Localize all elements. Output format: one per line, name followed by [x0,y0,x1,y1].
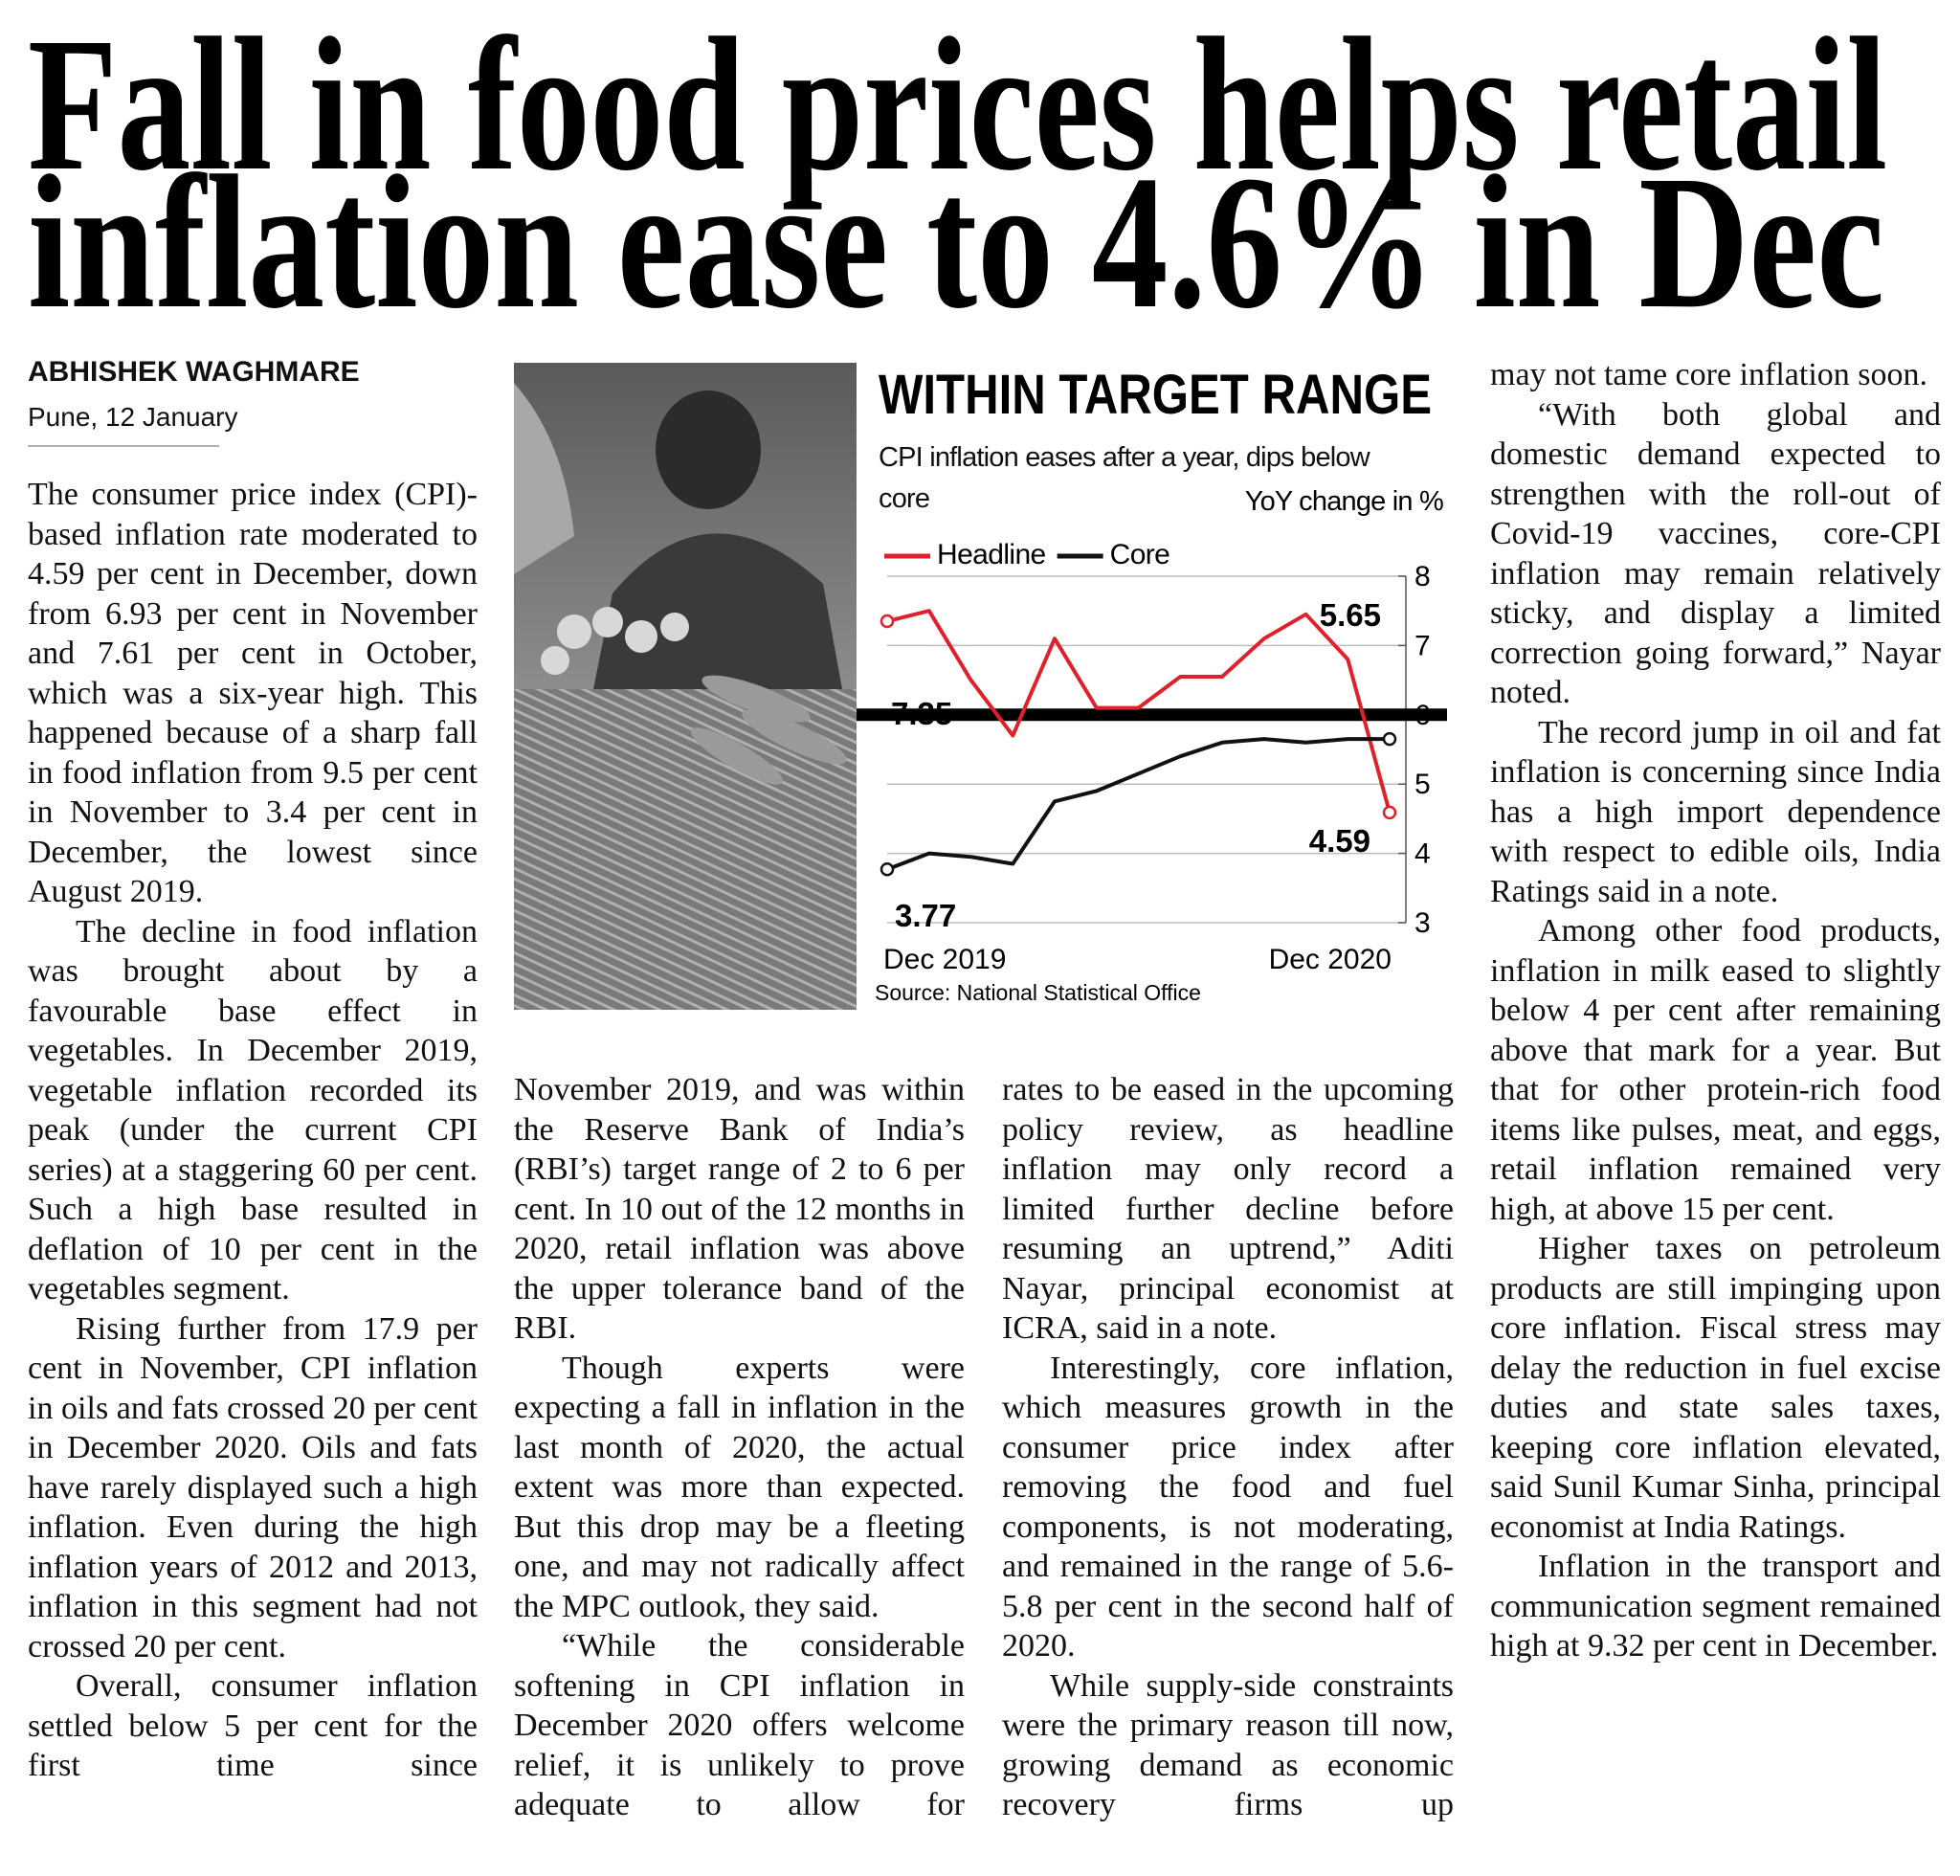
article-column: November 2019, and was within the Reserv… [514,1070,965,1870]
article-column: may not tame core inflation soon. “With b… [1490,355,1941,1870]
paragraph: While supply-side constraints were the p… [1002,1667,1454,1823]
end-marker [880,862,895,877]
headline-line: inflation ease to 4.6% in Dec [28,137,1884,348]
series-line [886,609,1392,814]
legend-label: Core [1110,539,1170,570]
paragraph: November 2019, and was within the Reserv… [514,1072,965,1346]
article-column: rates to be eased in the upcoming policy… [1002,1070,1454,1870]
dateline: Pune, 12 January [28,402,238,432]
chart: WITHIN TARGET RANGE YoY change in % Sour… [857,364,1447,1005]
series-line [886,737,1390,872]
paragraph: Among other food products, inflation in … [1490,913,1941,1227]
y-axis-label: YoY change in % [1245,486,1443,517]
paragraph: rates to be eased in the upcoming policy… [1002,1072,1454,1346]
y-tick-label: 4 [1414,838,1431,870]
paragraph: may not tame core inflation soon. [1490,357,1927,392]
paragraph: Overall, consumer inflation settled belo… [28,1668,478,1783]
y-tick-label: 7 [1414,630,1431,661]
data-label: 4.59 [1309,823,1370,859]
photo [514,363,857,1010]
paragraph: Inflation in the transport and communica… [1490,1549,1941,1664]
byline: ABHISHEK WAGHMARE [28,356,360,388]
legend-label: Headline [937,539,1046,570]
chart-title: WITHIN TARGET RANGE [879,364,1432,426]
paragraph: Though experts were expecting a fall in … [514,1350,965,1624]
x-tick-label: Dec 2019 [883,944,1006,975]
paragraph: “With both global and domestic demand ex… [1490,396,1941,711]
paragraph: Higher taxes on petroleum products are s… [1490,1231,1941,1545]
chart-subtitle: CPI inflation eases after a year, dips b… [879,442,1370,514]
data-label: 7.35 [891,696,952,731]
paragraph: “While the considerable softening in CPI… [514,1628,965,1822]
paragraph: The decline in food inflation was brough… [28,913,478,1307]
headline-line: Fall in food prices helps retail [28,0,1887,211]
end-marker [880,614,895,629]
chart-source: Source: National Statistical Office [875,980,1201,1005]
y-tick-label: 5 [1414,769,1431,800]
article-column: The consumer price index (CPI)-based inf… [28,475,478,1870]
data-label: 3.77 [895,898,956,933]
end-marker [1382,731,1397,747]
paragraph: The record jump in oil and fat inflation… [1490,714,1941,909]
y-tick-label: 8 [1414,561,1431,592]
paragraph: Rising further from 17.9 per cent in Nov… [28,1310,478,1664]
paragraph: The consumer price index (CPI)-based inf… [28,477,478,909]
end-marker [1382,805,1397,820]
data-label: 5.65 [1320,597,1381,633]
x-tick-label: Dec 2020 [1269,944,1392,975]
paragraph: Interestingly, core inflation, which mea… [1002,1350,1454,1664]
y-tick-label: 3 [1414,907,1431,939]
